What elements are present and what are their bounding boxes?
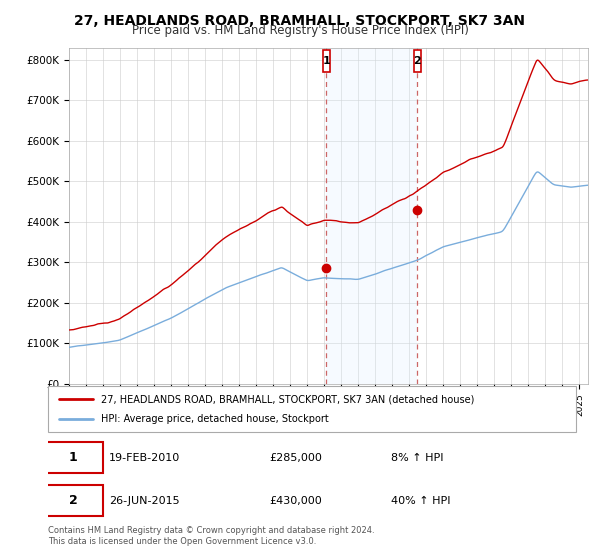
Text: 26-JUN-2015: 26-JUN-2015 <box>109 496 179 506</box>
FancyBboxPatch shape <box>323 50 330 72</box>
Text: HPI: Average price, detached house, Stockport: HPI: Average price, detached house, Stoc… <box>101 414 329 424</box>
Text: 8% ↑ HPI: 8% ↑ HPI <box>391 453 444 463</box>
Text: 2: 2 <box>413 56 421 66</box>
Text: 1: 1 <box>323 56 331 66</box>
Text: £285,000: £285,000 <box>270 453 323 463</box>
Text: Contains HM Land Registry data © Crown copyright and database right 2024.
This d: Contains HM Land Registry data © Crown c… <box>48 526 374 546</box>
Text: Price paid vs. HM Land Registry's House Price Index (HPI): Price paid vs. HM Land Registry's House … <box>131 24 469 37</box>
Text: 2: 2 <box>69 494 77 507</box>
Text: £430,000: £430,000 <box>270 496 323 506</box>
FancyBboxPatch shape <box>43 486 103 516</box>
FancyBboxPatch shape <box>414 50 421 72</box>
Bar <box>326 48 418 384</box>
Text: 19-FEB-2010: 19-FEB-2010 <box>109 453 180 463</box>
Text: 27, HEADLANDS ROAD, BRAMHALL, STOCKPORT, SK7 3AN: 27, HEADLANDS ROAD, BRAMHALL, STOCKPORT,… <box>74 14 526 28</box>
FancyBboxPatch shape <box>48 386 576 432</box>
Text: 1: 1 <box>69 451 77 464</box>
Text: 40% ↑ HPI: 40% ↑ HPI <box>391 496 451 506</box>
Text: 27, HEADLANDS ROAD, BRAMHALL, STOCKPORT, SK7 3AN (detached house): 27, HEADLANDS ROAD, BRAMHALL, STOCKPORT,… <box>101 394 474 404</box>
FancyBboxPatch shape <box>43 442 103 473</box>
